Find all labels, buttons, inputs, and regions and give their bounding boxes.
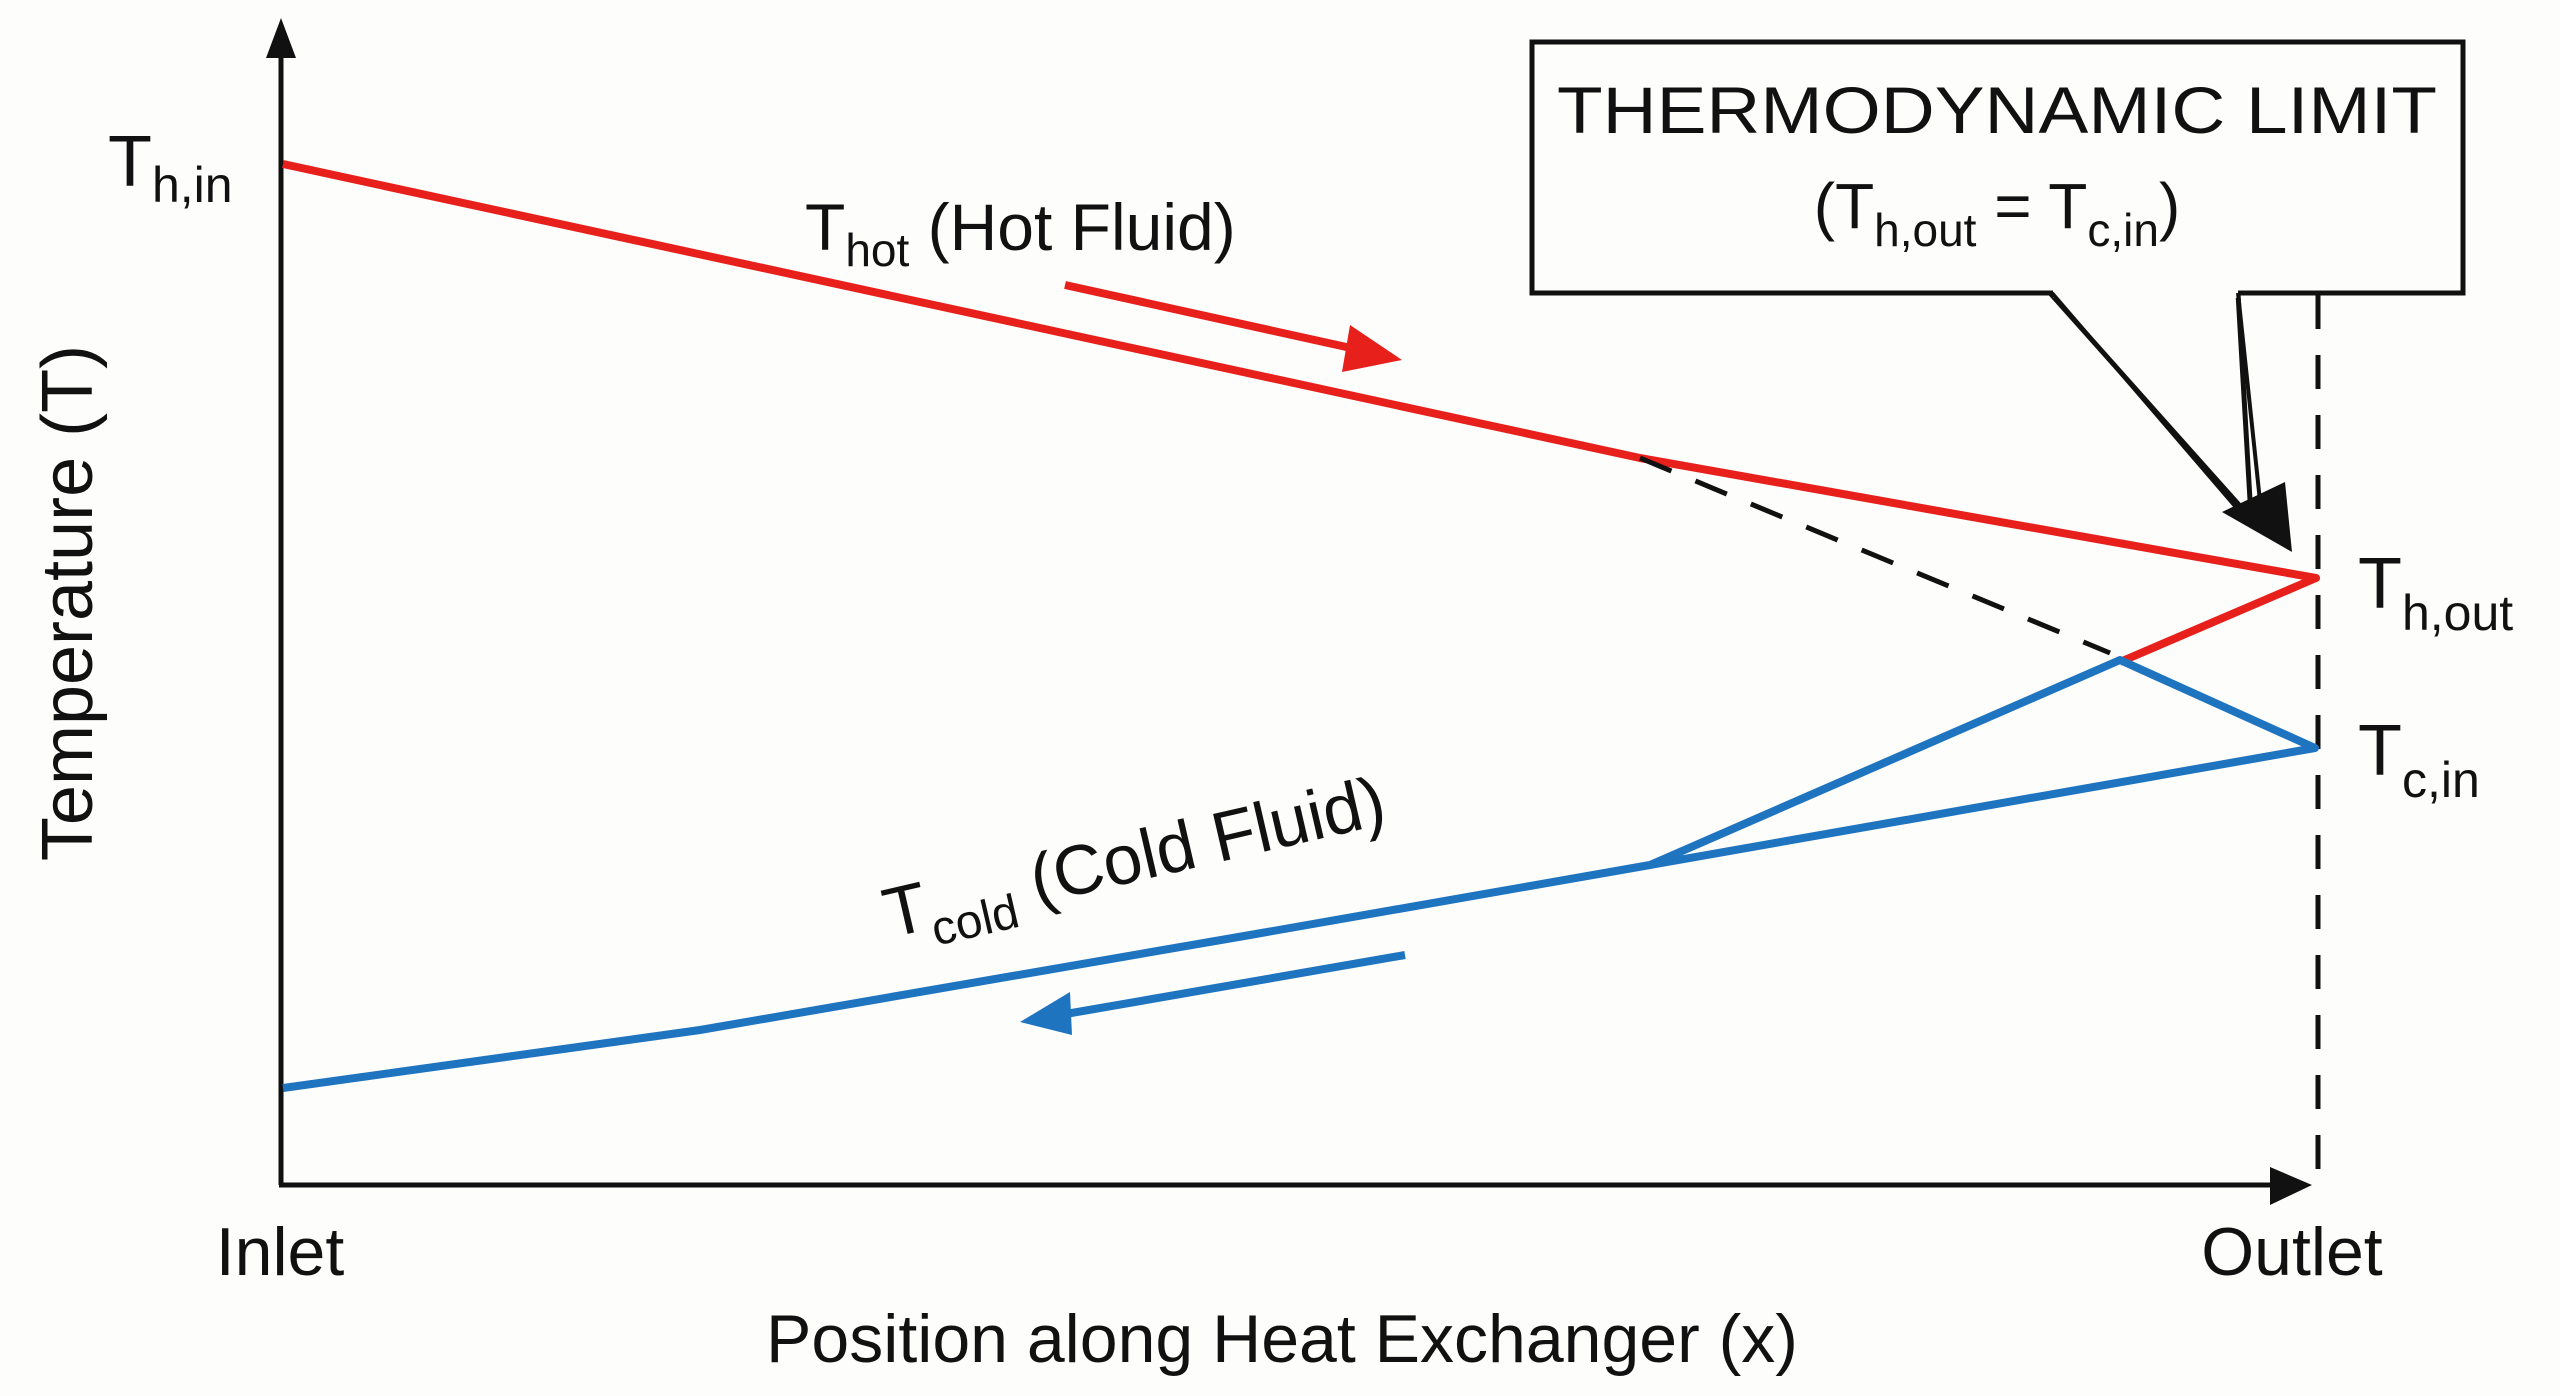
x-axis xyxy=(279,1167,2312,1205)
t-h-out-label: Th,out xyxy=(2358,544,2513,641)
hot-fluid-label: Thot (Hot Fluid) xyxy=(805,190,1236,276)
x-axis-outlet-label: Outlet xyxy=(2201,1214,2383,1290)
y-axis-arrow-icon xyxy=(266,18,296,58)
x-axis-label: Position along Heat Exchanger (x) xyxy=(766,1301,1798,1377)
t-h-in-label: Th,in xyxy=(108,122,233,213)
t-c-in-label: Tc,in xyxy=(2358,711,2480,808)
x-axis-inlet-label: Inlet xyxy=(216,1214,345,1290)
cold-fluid-label: Tcold (Cold Fluid) xyxy=(876,761,1396,966)
callout-pointer-icon xyxy=(2222,482,2292,552)
x-axis-arrow-icon xyxy=(2270,1167,2312,1205)
y-axis-label: Temperature (T) xyxy=(28,345,108,861)
cold-flow-arrow-icon xyxy=(1020,951,1406,1035)
ideal-hot-dashed-line xyxy=(1639,455,2111,656)
y-axis xyxy=(266,18,296,1185)
thermodynamic-limit-callout: THERMODYNAMIC LIMIT (Th,out = Tc,in) xyxy=(1529,39,2466,552)
cold-fluid-curve xyxy=(282,656,2319,1092)
hot-fluid-curve xyxy=(282,160,2320,666)
callout-equation: (Th,out = Tc,in) xyxy=(1814,170,2181,256)
callout-title: THERMODYNAMIC LIMIT xyxy=(1557,73,2437,147)
hot-flow-arrow-icon xyxy=(1064,281,1402,372)
